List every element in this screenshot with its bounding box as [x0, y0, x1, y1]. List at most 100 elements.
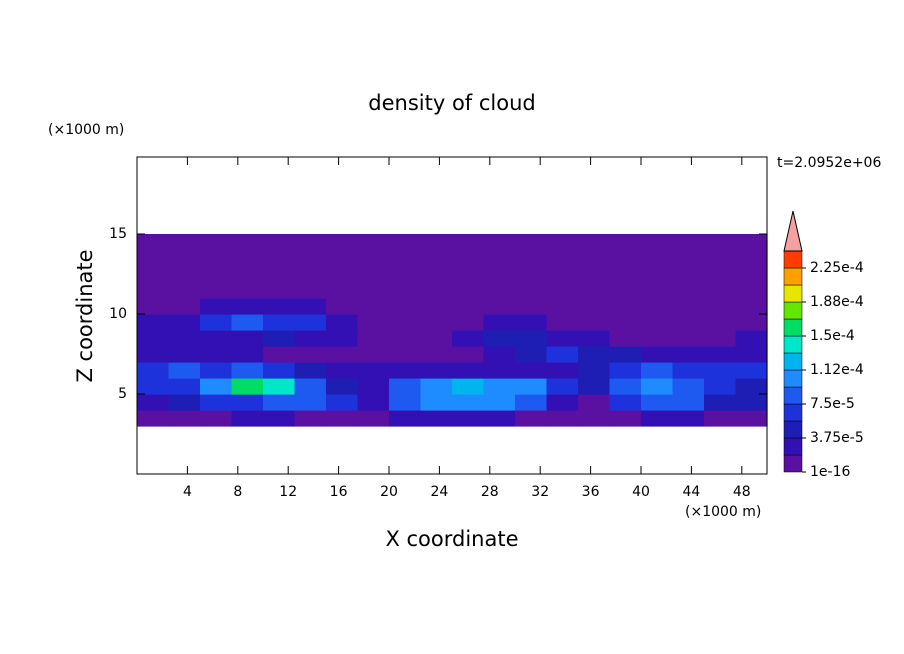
contour-cell: [672, 282, 705, 299]
contour-cell: [231, 394, 264, 411]
contour-cell: [137, 378, 170, 395]
contour-cell: [389, 330, 422, 347]
colorbar-band: [783, 454, 803, 473]
contour-cell: [578, 298, 611, 315]
contour-cell: [704, 362, 737, 379]
contour-cell: [200, 250, 233, 267]
colorbar-band: [783, 437, 803, 456]
contour-cell: [704, 234, 737, 251]
contour-cell: [483, 298, 516, 315]
contour-cell: [672, 234, 705, 251]
x-tick-label: 12: [279, 484, 297, 500]
colorbar-tick-label: 1e-16: [810, 464, 850, 480]
contour-cell: [231, 346, 264, 363]
contour-cell: [263, 314, 296, 331]
contour-cell: [294, 314, 327, 331]
contour-cell: [231, 378, 264, 395]
contour-cell: [263, 266, 296, 283]
contour-cell: [515, 362, 548, 379]
contour-cell: [641, 330, 674, 347]
contour-cell: [672, 410, 705, 427]
contour-cell: [326, 282, 359, 299]
y-tick-label: 10: [109, 306, 127, 322]
contour-cell: [168, 234, 201, 251]
contour-cell: [200, 282, 233, 299]
contour-cell: [735, 362, 768, 379]
contour-cell: [641, 346, 674, 363]
contour-cell: [326, 298, 359, 315]
contour-cell: [704, 410, 737, 427]
contour-cell: [672, 346, 705, 363]
contour-cell: [420, 298, 453, 315]
contour-cell: [389, 394, 422, 411]
contour-cell: [515, 282, 548, 299]
contour-cell: [515, 314, 548, 331]
contour-cell: [357, 330, 390, 347]
contour-cell: [483, 282, 516, 299]
contour-cell: [578, 410, 611, 427]
contour-cell: [294, 378, 327, 395]
contour-cell: [609, 410, 642, 427]
contour-cell: [420, 330, 453, 347]
contour-cell: [231, 234, 264, 251]
contour-cell: [515, 250, 548, 267]
contour-cell: [168, 266, 201, 283]
contour-cell: [389, 266, 422, 283]
contour-cell: [137, 394, 170, 411]
contour-cell: [515, 346, 548, 363]
contour-cell: [641, 378, 674, 395]
contour-cell: [641, 298, 674, 315]
contour-cell: [735, 234, 768, 251]
contour-cell: [231, 282, 264, 299]
contour-cell: [609, 346, 642, 363]
contour-cell: [200, 394, 233, 411]
contour-cell: [231, 250, 264, 267]
contour-cell: [420, 266, 453, 283]
contour-cell: [735, 282, 768, 299]
contour-cell: [326, 330, 359, 347]
contour-cell: [578, 282, 611, 299]
contour-cell: [641, 266, 674, 283]
contour-cell: [704, 266, 737, 283]
colorbar-band: [783, 335, 803, 354]
contour-cell: [735, 346, 768, 363]
contour-cell: [452, 362, 485, 379]
contour-cell: [578, 330, 611, 347]
contour-cell: [389, 250, 422, 267]
contour-cell: [357, 234, 390, 251]
contour-cell: [357, 394, 390, 411]
contour-cell: [546, 362, 579, 379]
contour-cell: [609, 266, 642, 283]
contour-cell: [137, 346, 170, 363]
contour-cell: [546, 346, 579, 363]
contour-cell: [263, 410, 296, 427]
contour-cell: [168, 410, 201, 427]
colorbar-band: [783, 369, 803, 388]
contour-cell: [515, 266, 548, 283]
contour-cell: [641, 234, 674, 251]
contour-cell: [641, 314, 674, 331]
contour-cell: [641, 250, 674, 267]
x-unit: (×1000 m): [685, 504, 761, 520]
colorbar-band: [783, 284, 803, 303]
chart-title: density of cloud: [368, 91, 535, 115]
contour-cell: [515, 234, 548, 251]
contour-cell: [546, 378, 579, 395]
contour-cell: [704, 378, 737, 395]
contour-cell: [357, 314, 390, 331]
contour-cell: [168, 362, 201, 379]
contour-cell: [389, 362, 422, 379]
contour-cell: [137, 314, 170, 331]
contour-cell: [137, 250, 170, 267]
contour-cell: [735, 298, 768, 315]
contour-cell: [483, 394, 516, 411]
contour-cell: [168, 330, 201, 347]
contour-cell: [515, 378, 548, 395]
contour-cell: [704, 282, 737, 299]
contour-cell: [326, 362, 359, 379]
contour-cell: [137, 298, 170, 315]
contour-cell: [389, 234, 422, 251]
contour-cell: [641, 362, 674, 379]
contour-cell: [609, 378, 642, 395]
